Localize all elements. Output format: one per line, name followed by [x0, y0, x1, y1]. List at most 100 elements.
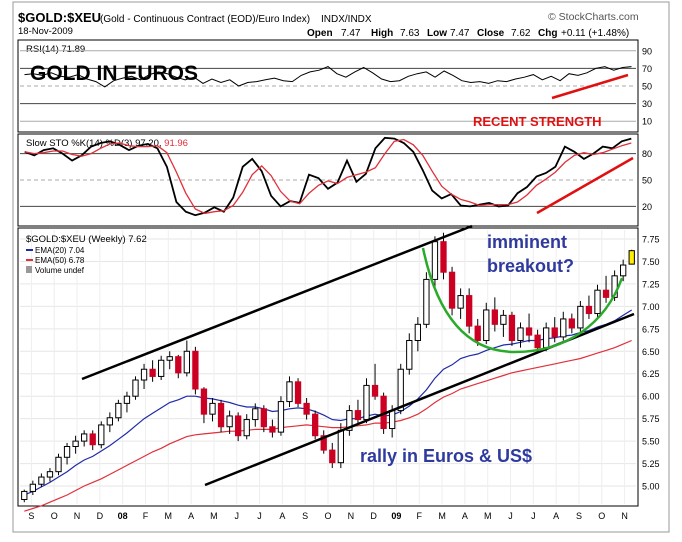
candle-body: [166, 356, 173, 361]
month-label: M: [165, 511, 173, 521]
price-tick-label: 7.25: [642, 279, 660, 289]
price-tick-label: 5.50: [642, 437, 660, 447]
candle-body: [149, 368, 156, 377]
open-label: Open: [307, 28, 333, 39]
month-label: F: [143, 511, 149, 521]
price-candle: [286, 376, 293, 407]
candle-body: [560, 318, 567, 338]
candle-body: [508, 314, 516, 341]
candle-body: [577, 305, 584, 329]
price-candle: [63, 442, 71, 465]
candle-body: [175, 356, 182, 374]
month-label: D: [370, 511, 377, 521]
price-candle: [260, 405, 267, 433]
price-candle: [29, 480, 36, 496]
candle-body: [29, 483, 36, 492]
price-candle: [132, 376, 139, 400]
month-label: O: [51, 511, 58, 521]
candle-body: [115, 402, 122, 419]
rsi-tick-label: 90: [642, 46, 652, 56]
price-candle: [21, 489, 28, 503]
candle-body: [158, 359, 165, 377]
price-panel-frame: [17, 227, 639, 507]
candle-body: [183, 350, 190, 374]
high-label: High: [371, 28, 393, 39]
price-candle: [431, 236, 439, 287]
stochastic-panel-frame: [17, 133, 639, 227]
candle-body: [363, 384, 370, 421]
candle-body: [406, 339, 413, 370]
price-candle: [491, 297, 498, 332]
candle-body: [226, 415, 233, 428]
price-candle: [500, 309, 507, 337]
price-candle: [115, 399, 122, 422]
candle-body: [620, 264, 627, 277]
candle-body: [235, 415, 242, 437]
price-candle: [517, 322, 524, 348]
stochastic-trendline: [536, 156, 634, 215]
price-candle: [183, 340, 190, 377]
month-label: A: [279, 511, 285, 521]
volume-legend-text: Volume undef: [35, 266, 85, 275]
price-candle: [363, 378, 370, 424]
rsi-tick-label: 10: [642, 117, 652, 127]
price-candle: [46, 468, 54, 482]
price-candle: [568, 313, 575, 334]
candle-body: [312, 413, 319, 437]
month-label: M: [438, 511, 446, 521]
stochastic-panel: Slow STO %K(14) %D(3) 97.20, 91.96 20 50 8…: [17, 133, 652, 227]
candle-body: [132, 379, 139, 397]
price-candle: [483, 302, 490, 345]
month-label: 09: [391, 511, 401, 521]
candle-body: [551, 327, 558, 338]
candle-body: [98, 424, 105, 446]
month-label: A: [188, 511, 194, 521]
candle-body: [568, 318, 575, 329]
candle-body: [192, 350, 199, 390]
candle-body: [457, 295, 464, 309]
upper-channel-line: [81, 224, 473, 381]
candle-body: [602, 289, 610, 298]
month-label: N: [621, 511, 628, 521]
price-candle: [98, 421, 105, 449]
price-legend: $GOLD:$XEU (Weekly) 7.62: [26, 234, 147, 245]
candle-body: [423, 278, 430, 325]
low-value: 7.47: [450, 28, 470, 39]
candle-body: [106, 417, 113, 426]
price-candle: [89, 430, 96, 451]
recent-strength-label: RECENT STRENGTH: [473, 114, 602, 129]
price-candle: [577, 300, 584, 332]
breakout-label: breakout?: [487, 256, 574, 276]
candle-body: [491, 309, 498, 325]
price-candle: [192, 346, 199, 395]
price-candle: [106, 412, 113, 433]
candle-body: [81, 433, 88, 442]
price-candle: [200, 387, 208, 424]
candle-body: [123, 395, 131, 404]
candle-body: [63, 446, 71, 458]
price-candle: [440, 232, 447, 280]
month-label: J: [257, 511, 262, 521]
ema20-line: [24, 309, 633, 496]
ema20-legend-text: EMA(20) 7.04: [35, 246, 85, 255]
candle-body: [320, 435, 327, 451]
candle-body: [38, 476, 45, 485]
month-label: M: [484, 511, 492, 521]
candle-body: [414, 323, 421, 341]
stochastic-d-line: [24, 138, 632, 215]
price-candle: [560, 311, 567, 341]
price-candle: [123, 391, 131, 413]
candle-body: [354, 410, 362, 421]
candle-body: [337, 429, 344, 464]
price-candle: [209, 397, 216, 422]
month-label: S: [302, 511, 308, 521]
price-tick-label: 7.50: [642, 257, 660, 267]
symbol-title: $GOLD:$XEU: [18, 10, 101, 25]
price-candle: [525, 313, 533, 343]
candle-body: [21, 490, 28, 501]
price-candle: [140, 363, 148, 390]
candle-body: [500, 314, 507, 325]
rounding-bottom-arc: [421, 247, 624, 354]
symbol-description: (Gold - Continuous Contract (EOD)/Euro I…: [100, 14, 310, 25]
